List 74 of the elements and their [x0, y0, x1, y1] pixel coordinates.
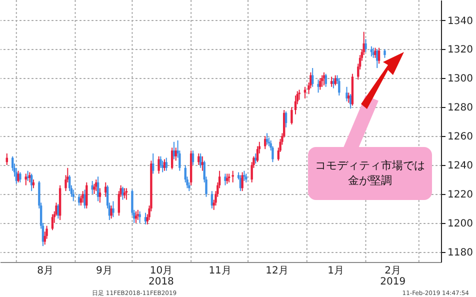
candlestick: [224, 173, 226, 186]
candlestick: [93, 183, 96, 194]
candlestick: [374, 47, 376, 58]
candlestick: [226, 173, 228, 184]
y-tick-label: 1320: [448, 44, 473, 56]
candlestick: [160, 156, 162, 168]
candlestick: [332, 78, 335, 89]
y-tick-label: 1300: [448, 74, 473, 85]
candlestick: [84, 189, 86, 209]
candlestick: [72, 189, 74, 202]
candlestick: [378, 47, 380, 64]
candlestick: [372, 47, 374, 58]
candlestick: [96, 176, 100, 202]
candlestick: [134, 210, 138, 224]
y-tick-label: 1280: [448, 102, 473, 114]
candlestick: [165, 157, 168, 172]
candlestick: [319, 78, 322, 90]
x-tick-label: 8月: [37, 266, 54, 276]
candlestick: [210, 190, 214, 209]
y-tick-label: 1340: [448, 16, 473, 27]
annotation: コモディティ市場では金が堅調: [315, 159, 425, 187]
candlestick: [298, 89, 300, 100]
candlestick: [172, 141, 176, 160]
candlestick: [370, 46, 373, 57]
candlestick: [348, 92, 350, 104]
candlestick: [161, 160, 164, 173]
y-tick-label: 1240: [448, 160, 473, 172]
x-tick-label: 10月 2018: [148, 266, 174, 288]
candlestick: [290, 106, 293, 125]
candlestick: [19, 172, 22, 183]
candlestick: [26, 170, 29, 182]
candlestick: [304, 86, 306, 99]
y-tick-label: 1260: [448, 132, 473, 143]
candlestick: [243, 170, 246, 182]
candlestick: [346, 86, 348, 102]
candlestick: [104, 182, 107, 198]
candlestick: [158, 156, 160, 174]
candlestick: [82, 190, 84, 204]
y-tick-label: 1180: [448, 247, 473, 258]
candlestick: [138, 210, 141, 224]
candlestick: [124, 188, 126, 199]
candlestick: [266, 132, 268, 146]
candlestick: [364, 38, 367, 53]
x-tick-label: 12月: [266, 266, 288, 276]
candlestick: [110, 205, 112, 220]
candlestick: [284, 110, 288, 128]
y-tick-label: 1200: [448, 218, 473, 230]
candlestick: [317, 79, 320, 94]
x-tick-label: 1月: [328, 266, 344, 276]
candlestick: [330, 76, 333, 88]
x-tick-label: 11月: [208, 266, 232, 276]
candlestick: [170, 147, 174, 170]
candlestick: [376, 48, 378, 69]
candlestick: [51, 214, 54, 231]
x-tick-label: 9月: [96, 266, 112, 276]
candlestick: [163, 158, 166, 172]
candlestick: [17, 170, 20, 183]
candlestick: [144, 212, 147, 225]
x-tick-label: 2月 2019: [380, 266, 406, 288]
y-tick-label: 1220: [448, 189, 473, 200]
candlestick: [232, 170, 234, 183]
candlestick: [338, 78, 340, 96]
candlestick: [28, 172, 31, 183]
candlestick: [98, 188, 102, 204]
candlestick: [320, 74, 324, 88]
candlestick: [122, 186, 124, 200]
candlestick: [57, 204, 60, 220]
candlestick: [86, 182, 88, 209]
candlestick: [125, 188, 128, 200]
candlestick: [256, 146, 259, 163]
candlestick: [241, 172, 244, 192]
candlestick: [201, 156, 204, 172]
candlestick: [152, 152, 154, 174]
candlestick: [112, 200, 114, 218]
